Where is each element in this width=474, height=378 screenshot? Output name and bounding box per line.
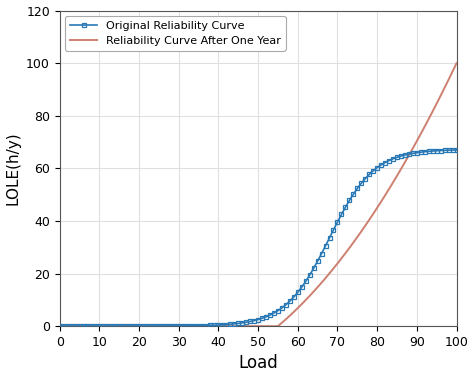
- Original Reliability Curve: [295, 290, 301, 294]
- Original Reliability Curve: [85, 324, 91, 328]
- Original Reliability Curve: [239, 321, 245, 325]
- Legend: Original Reliability Curve, Reliability Curve After One Year: Original Reliability Curve, Reliability …: [65, 16, 286, 51]
- Reliability Curve After One Year: [382, 193, 388, 198]
- Original Reliability Curve: [57, 324, 63, 328]
- Line: Reliability Curve After One Year: Reliability Curve After One Year: [60, 63, 456, 326]
- Original Reliability Curve: [454, 148, 459, 152]
- Reliability Curve After One Year: [444, 81, 450, 85]
- Original Reliability Curve: [156, 324, 162, 328]
- Y-axis label: LOLE(h/y): LOLE(h/y): [6, 132, 20, 205]
- Reliability Curve After One Year: [57, 324, 63, 328]
- Line: Original Reliability Curve: Original Reliability Curve: [57, 147, 459, 328]
- Original Reliability Curve: [355, 186, 360, 191]
- Reliability Curve After One Year: [248, 324, 254, 328]
- X-axis label: Load: Load: [238, 355, 278, 372]
- Reliability Curve After One Year: [293, 308, 299, 312]
- Original Reliability Curve: [335, 220, 340, 224]
- Reliability Curve After One Year: [272, 324, 277, 328]
- Reliability Curve After One Year: [454, 61, 459, 65]
- Reliability Curve After One Year: [246, 324, 251, 328]
